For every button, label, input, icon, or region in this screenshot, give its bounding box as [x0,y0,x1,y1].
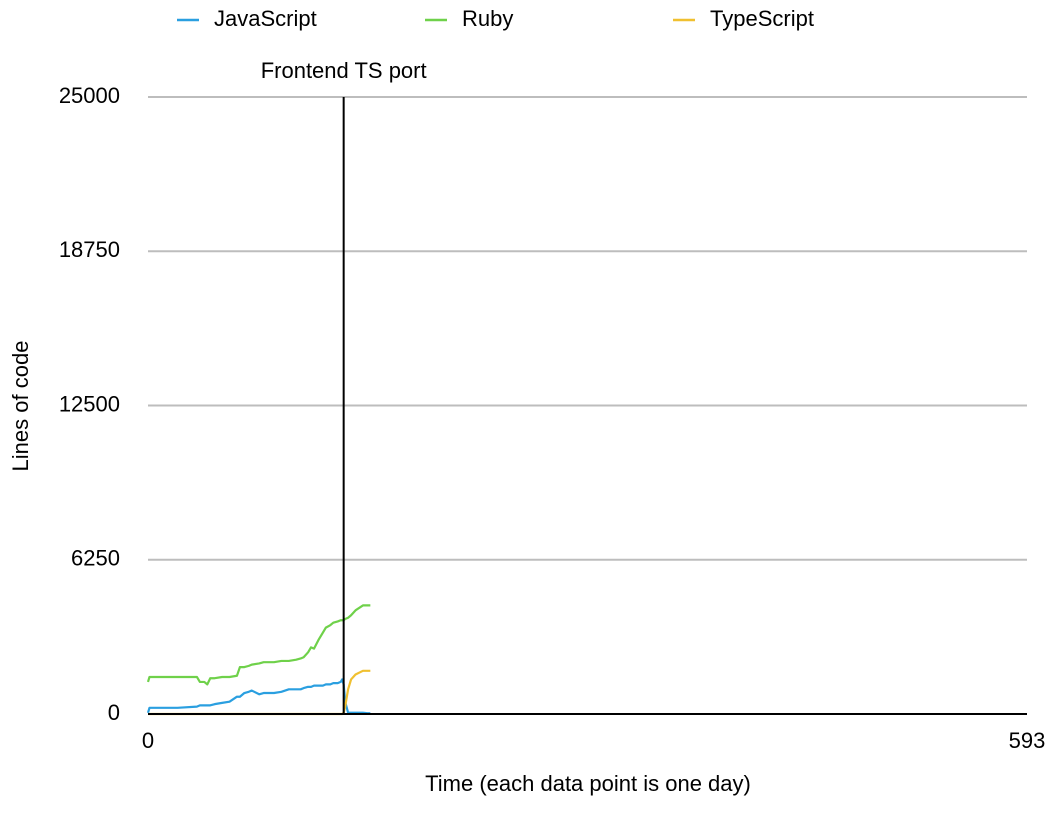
y-tick-label: 18750 [59,237,120,262]
y-tick-label: 12500 [59,391,120,416]
series-line [146,604,371,686]
legend-label: TypeScript [710,6,814,31]
legend-label: Ruby [462,6,513,31]
y-axis-title: Lines of code [8,341,33,472]
annotation-label: Frontend TS port [261,58,427,83]
x-tick-label: 0 [142,728,154,753]
x-tick-label: 593 [1009,728,1046,753]
y-tick-label: 25000 [59,83,120,108]
x-axis-title: Time (each data point is one day) [425,771,751,796]
legend-label: JavaScript [214,6,317,31]
y-tick-label: 6250 [71,546,120,571]
y-tick-label: 0 [108,700,120,725]
series-line [146,678,371,715]
